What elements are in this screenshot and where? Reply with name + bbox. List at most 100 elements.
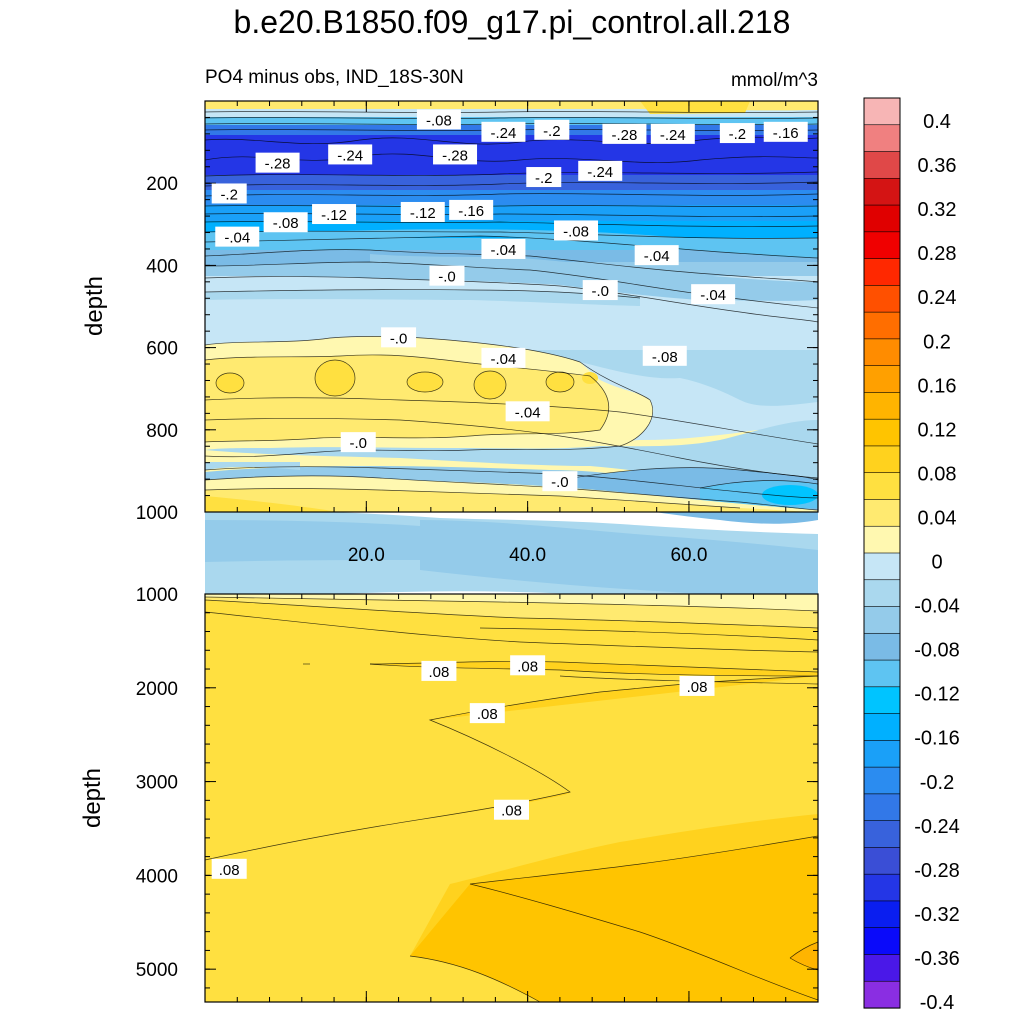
contour-label: -.04: [481, 347, 526, 368]
contour-label-text: -.28: [442, 147, 468, 164]
contour-label: -.08: [642, 345, 687, 366]
contour-label-text: -.0: [591, 283, 609, 300]
contour-label-text: -.04: [491, 351, 517, 368]
contour-label-text: -.28: [611, 127, 637, 144]
contour-label-text: -.2: [535, 170, 553, 187]
contour-label: -.16: [449, 199, 494, 220]
contour-label-text: .08: [428, 664, 449, 681]
colorbar-swatch: [863, 311, 901, 340]
lower-panel: 1000 2000 3000 4000 5000 .08 .08 .08 .08 .08.08 …: [79, 585, 819, 1003]
x-tick-label: 40.0: [509, 545, 546, 566]
subtitle-right: mmol/m^3: [731, 70, 818, 91]
contour-label: -.28: [602, 123, 647, 144]
contour-label-text: -.04: [491, 242, 517, 259]
contour-label-text: -.16: [773, 125, 799, 142]
colorbar-tick-label: 0.04: [918, 507, 957, 529]
contour-label-text: -.16: [458, 203, 484, 220]
colorbar-swatch: [863, 177, 901, 206]
contour-label: -.08: [554, 220, 599, 241]
contour-label-text: .08: [687, 679, 708, 696]
lower-contour-lines: [204, 596, 819, 1003]
colorbar-swatch: [863, 686, 901, 715]
x-tick-label: 20.0: [348, 545, 385, 566]
contour-label: -.2: [534, 119, 570, 140]
colorbar-tick-label: -0.36: [914, 948, 960, 970]
contour-label-text: -.04: [700, 287, 726, 304]
colorbar-tick-label: 0.08: [918, 463, 957, 485]
colorbar-swatch: [863, 713, 901, 741]
colorbar-tick-label: -0.24: [914, 816, 960, 838]
colorbar-swatch: [863, 338, 901, 367]
contour-label: .08: [211, 858, 247, 879]
colorbar-tick-label: -0.2: [920, 772, 954, 794]
colorbar-swatch: [863, 258, 901, 286]
y-tick-label: 2000: [136, 679, 178, 700]
contour-label: .08: [679, 675, 715, 696]
contour-label: -.24: [481, 121, 526, 142]
colorbar-swatch: [863, 151, 901, 179]
colorbar-tick-label: 0.32: [918, 199, 957, 221]
y-tick-label: 4000: [136, 866, 178, 887]
colorbar-tick-label: 0.36: [918, 155, 957, 177]
lower-contour-fill: [205, 594, 818, 1002]
contour-label-text: -.08: [273, 215, 299, 232]
contour-label-text: -.2: [543, 123, 561, 140]
colorbar-frame: [863, 97, 901, 1009]
contour-label: -.16: [763, 121, 808, 142]
colorbar-swatch: [863, 847, 901, 875]
colorbar-tick-label: -0.32: [914, 904, 960, 926]
colorbar-swatch: [863, 954, 901, 982]
colorbar-swatch: [863, 900, 901, 929]
contour-label: -.0: [582, 280, 618, 301]
colorbar-swatch: [863, 820, 901, 849]
colorbar-tick-label: -0.08: [914, 640, 960, 662]
contour-label: -.0: [429, 265, 465, 286]
contour-label: -.0: [381, 327, 417, 348]
colorbar-swatch: [863, 793, 901, 822]
colorbar: 0.4 0.36 0.32 0.28 0.24 0.2 0.16 0.12 0.08 0.04 0 -…: [863, 97, 960, 1014]
contour-label-text: -.12: [321, 207, 347, 224]
y-tick-label: 3000: [136, 773, 178, 794]
contour-label-text: .08: [477, 706, 498, 723]
contour-label-text: -.0: [438, 269, 456, 286]
colorbar-swatch: [863, 740, 901, 768]
colorbar-swatch: [863, 579, 901, 608]
colorbar-swatch: [863, 927, 901, 956]
contour-label: -.28: [433, 144, 478, 165]
colorbar-tick-label: 0.4: [923, 111, 951, 133]
colorbar-swatch: [863, 445, 901, 474]
contour-label: -.0: [542, 471, 578, 492]
y-tick-label: 200: [146, 174, 178, 195]
colorbar-swatch: [863, 499, 901, 527]
colorbar-swatch: [863, 392, 901, 420]
contour-label-text: -.24: [587, 164, 613, 181]
colorbar-swatch: [863, 472, 901, 501]
contour-label: -.24: [578, 160, 623, 181]
colorbar-swatch: [863, 552, 901, 581]
colorbar-tick-label: -0.28: [914, 860, 960, 882]
colorbar-tick-label: 0: [931, 552, 942, 574]
y-tick-label: 1000: [136, 585, 178, 606]
contour-label-text: -.0: [551, 474, 569, 491]
contour-label-text: .08: [517, 658, 538, 675]
contour-label: -.0: [340, 432, 376, 453]
x-tick-label: 60.0: [670, 545, 707, 566]
contour-label: -.24: [650, 123, 695, 144]
contour-label: -.08: [263, 212, 308, 233]
colorbar-swatch: [863, 204, 901, 233]
colorbar-tick-label: -0.16: [914, 728, 960, 750]
contour-label-text: -.08: [563, 223, 589, 240]
contour-label: -.04: [505, 401, 550, 422]
colorbar-tick-label: 0.28: [918, 243, 957, 265]
y-tick-label: 800: [146, 421, 178, 442]
contour-label-text: -.24: [337, 147, 363, 164]
contour-label-text: -.0: [349, 435, 367, 452]
contour-label-text: .08: [501, 803, 522, 820]
contour-label-text: .08: [219, 862, 240, 879]
upper-x-ticks: 20.0 40.0 60.0: [204, 101, 819, 566]
colorbar-tick-label: 0.16: [918, 375, 957, 397]
contour-label-text: -.2: [729, 126, 747, 143]
colorbar-swatch: [863, 285, 901, 313]
colorbar-swatch: [863, 97, 901, 126]
